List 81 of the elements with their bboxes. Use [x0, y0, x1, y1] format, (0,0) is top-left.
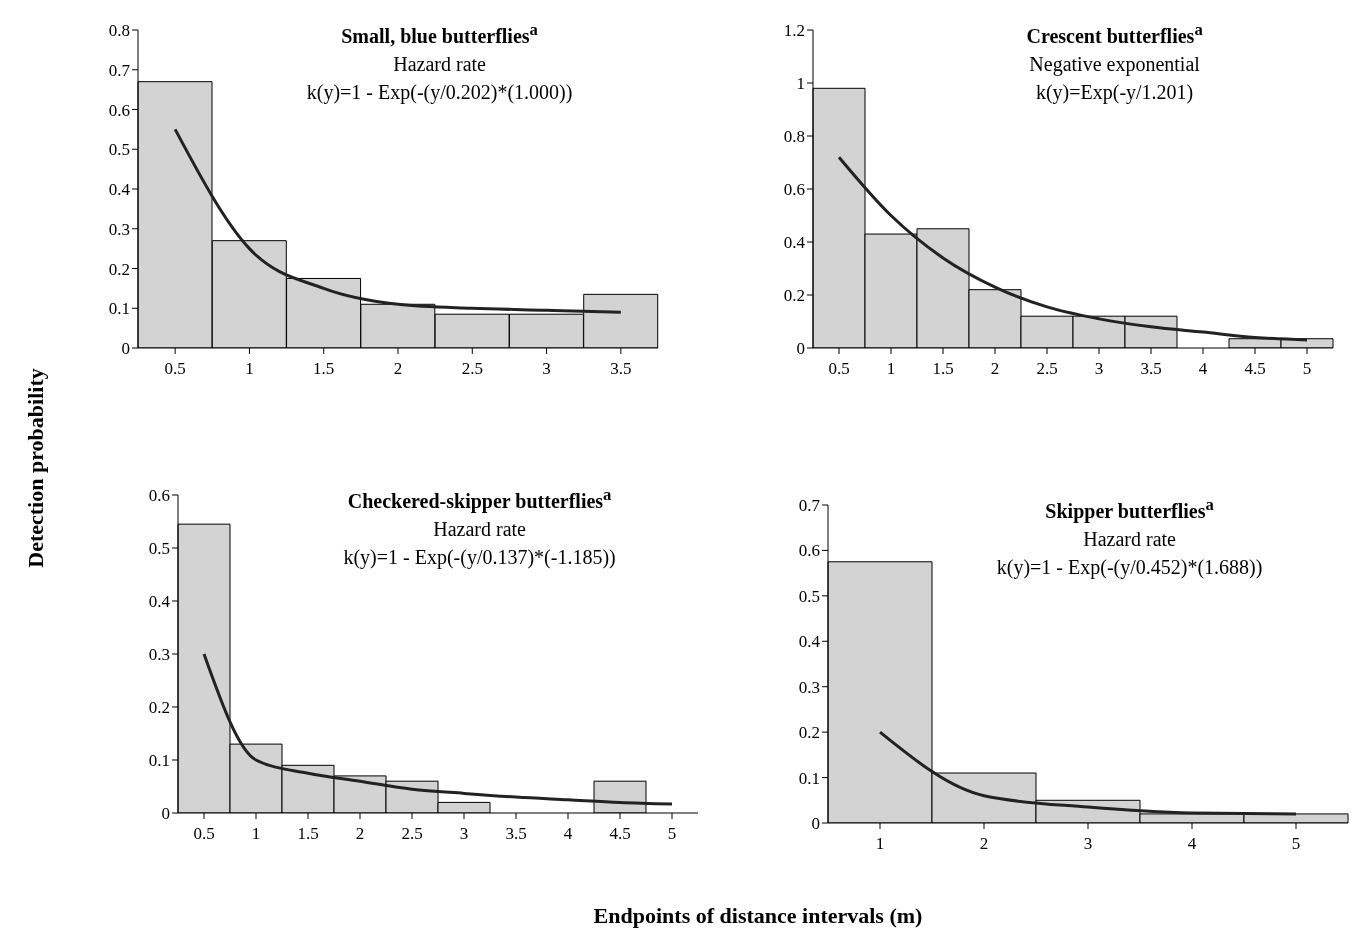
x-tick-label: 4: [1198, 359, 1208, 379]
text: Hazard rate: [1082, 526, 1177, 552]
annotation: k(y)=1 - Exp(-(y/0.202)*(1.000)): [305, 79, 574, 106]
y-tick-label: 0.6: [148, 486, 170, 506]
chart-title: Crescent butterflies$^{a}$: [1025, 19, 1204, 49]
x-tick-label: 5: [1302, 359, 1312, 379]
y-tick-label: 0.2: [798, 723, 820, 743]
text: Negative exponential: [1028, 51, 1201, 78]
y-tick-label: 0.3: [108, 219, 130, 239]
x-tick-label: 2: [355, 824, 365, 844]
y-tick-label: 0.6: [108, 100, 130, 120]
x-tick-label: 3.5: [610, 359, 632, 379]
x-tick-label: 3: [542, 359, 551, 379]
annotation: k(y)=1 - Exp(-(y/0.137)*(-1.185)): [342, 544, 617, 571]
x-tick-label: 2: [979, 834, 989, 854]
y-tick-label: 0.4: [798, 632, 821, 652]
x-tick-label: 1.5: [932, 359, 954, 379]
y-tick-label: 0.2: [148, 698, 170, 718]
y-tick-label: 0.1: [108, 299, 130, 319]
y-tick-label: 0.3: [148, 645, 170, 665]
chart-title: Checkered-skipper butterflies$^{a}$: [346, 484, 613, 515]
text: Hazard rate: [392, 51, 487, 77]
y-tick-label: 0.4: [108, 180, 131, 200]
y-tick-label: 0.1: [798, 768, 820, 788]
y-tick-label: 0: [161, 804, 170, 824]
y-tick-label: 0.6: [798, 541, 820, 561]
x-tick-label: 4: [563, 824, 573, 844]
y-tick-label: 0.5: [108, 140, 130, 160]
y-tick-label: 0: [121, 339, 130, 359]
chart-title: Skipper butterflies$^{a}$: [1044, 494, 1215, 525]
y-tick-label: 0.8: [783, 127, 805, 147]
x-tick-label: 3: [1094, 359, 1104, 379]
x-tick-label: 4.5: [609, 824, 631, 844]
x-tick-label: 0.5: [193, 824, 215, 844]
x-tick-label: 2.5: [401, 824, 423, 844]
x-tick-label: 1.5: [313, 359, 335, 379]
x-tick-label: 0.5: [828, 359, 850, 379]
y-tick-label: 0.5: [148, 539, 170, 559]
chart-title: Small, blue butterflies$^{a}$: [340, 19, 539, 49]
y-tick-label: 0.8: [108, 21, 130, 41]
x-tick-label: 3.5: [1140, 359, 1162, 379]
x-tick-label: 3: [459, 824, 469, 844]
y-tick-label: 0: [811, 814, 820, 834]
x-axis-title: Endpoints of distance intervals (m): [593, 903, 923, 929]
y-tick-label: 0.7: [798, 496, 821, 516]
annotation: k(y)=Exp(-y/1.201): [1034, 79, 1195, 106]
y-tick-label: 0.1: [148, 751, 170, 771]
x-tick-label: 3.5: [505, 824, 527, 844]
x-tick-label: 1: [251, 824, 261, 844]
y-tick-label: 0.7: [108, 60, 131, 80]
x-tick-label: 4.5: [1244, 359, 1266, 379]
x-tick-label: 3: [1083, 834, 1093, 854]
x-tick-label: 1: [245, 359, 254, 379]
line-series: [878, 730, 1298, 816]
line-series: [202, 652, 674, 806]
x-tick-label: 2: [393, 359, 403, 379]
x-tick-label: 1.5: [297, 824, 319, 844]
x-tick-label: 1: [875, 834, 885, 854]
line-series: [837, 155, 1309, 342]
y-tick-label: 0.5: [798, 586, 820, 606]
x-tick-label: 2.5: [1036, 359, 1058, 379]
x-tick-label: 5: [667, 824, 677, 844]
x-tick-label: 2.5: [461, 359, 483, 379]
x-tick-label: 4: [1187, 834, 1197, 854]
y-tick-label: 0.3: [798, 677, 820, 697]
y-axis-title: Detection probability: [23, 368, 49, 568]
y-tick-label: 0.2: [783, 286, 805, 306]
y-tick-label: 0.2: [108, 259, 130, 279]
y-tick-label: 0.4: [783, 233, 806, 253]
x-tick-label: 2: [990, 359, 1000, 379]
y-tick-label: 0: [796, 339, 805, 359]
x-tick-label: 1: [886, 359, 896, 379]
y-tick-label: 0.6: [783, 180, 805, 200]
y-tick-label: 1.2: [783, 21, 805, 41]
x-tick-label: 0.5: [164, 359, 186, 379]
y-tick-label: 0.4: [148, 592, 171, 612]
line-series: [173, 127, 623, 314]
text: Hazard rate: [432, 516, 527, 542]
x-tick-label: 5: [1291, 834, 1301, 854]
y-tick-label: 1: [796, 74, 805, 94]
annotation: k(y)=1 - Exp(-(y/0.452)*(1.688)): [995, 554, 1264, 581]
